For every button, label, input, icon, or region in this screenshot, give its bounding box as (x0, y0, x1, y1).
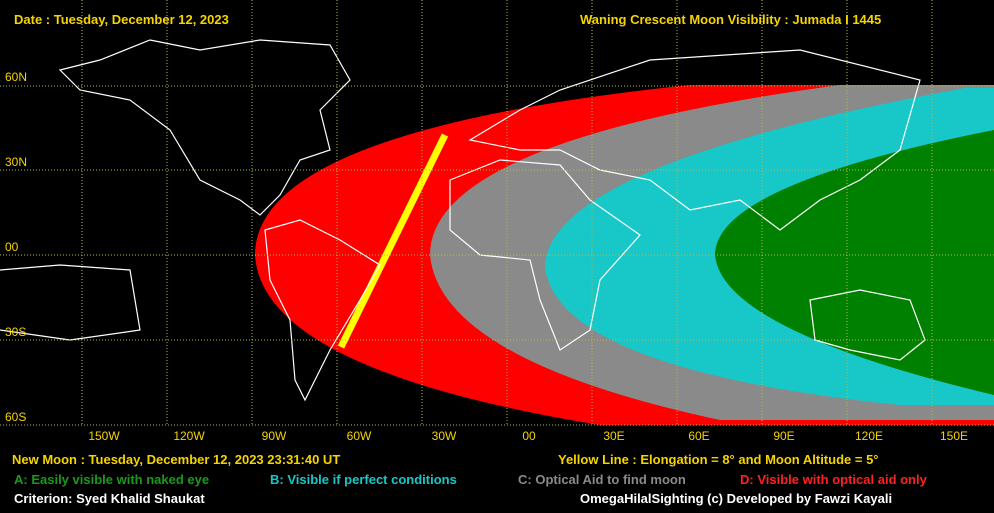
longitude-label: 150E (940, 429, 968, 443)
latitude-label: 00 (5, 240, 19, 254)
longitude-label: 00 (522, 429, 536, 443)
latitude-label: 60S (5, 410, 26, 424)
title: Waning Crescent Moon Visibility : Jumada… (580, 12, 881, 27)
yellow-line-note: Yellow Line : Elongation = 8° and Moon A… (558, 452, 879, 467)
legend-d: D: Visible with optical aid only (740, 472, 928, 487)
criterion: Criterion: Syed Khalid Shaukat (14, 491, 205, 506)
latitude-label: 60N (5, 70, 27, 84)
longitude-labels: 150W 120W 90W 60W 30W 00 30E 60E 90E 120E 150E (88, 429, 968, 443)
longitude-label: 30E (603, 429, 624, 443)
latitude-label: 30S (5, 325, 26, 339)
legend-b: B: Visible if perfect conditions (270, 472, 457, 487)
longitude-label: 90E (773, 429, 794, 443)
longitude-label: 150W (88, 429, 120, 443)
graticule (0, 0, 994, 426)
legend-c: C: Optical Aid to find moon (518, 472, 686, 487)
legend-a: A: Easily visible with naked eye (14, 472, 209, 487)
credit: OmegaHilalSighting (c) Developed by Fawz… (580, 491, 892, 506)
longitude-label: 90W (262, 429, 287, 443)
latitude-label: 30N (5, 155, 27, 169)
yellow-line (337, 133, 449, 349)
zone-a (715, 130, 994, 395)
date: Date : Tuesday, December 12, 2023 (14, 12, 229, 27)
longitude-label: 60E (688, 429, 709, 443)
latitude-labels: 60N 30N 00 30S 60S (5, 70, 27, 424)
new-moon: New Moon : Tuesday, December 12, 2023 23… (12, 452, 340, 467)
longitude-label: 120W (173, 429, 205, 443)
longitude-label: 30W (432, 429, 457, 443)
longitude-label: 120E (855, 429, 883, 443)
longitude-label: 60W (347, 429, 372, 443)
